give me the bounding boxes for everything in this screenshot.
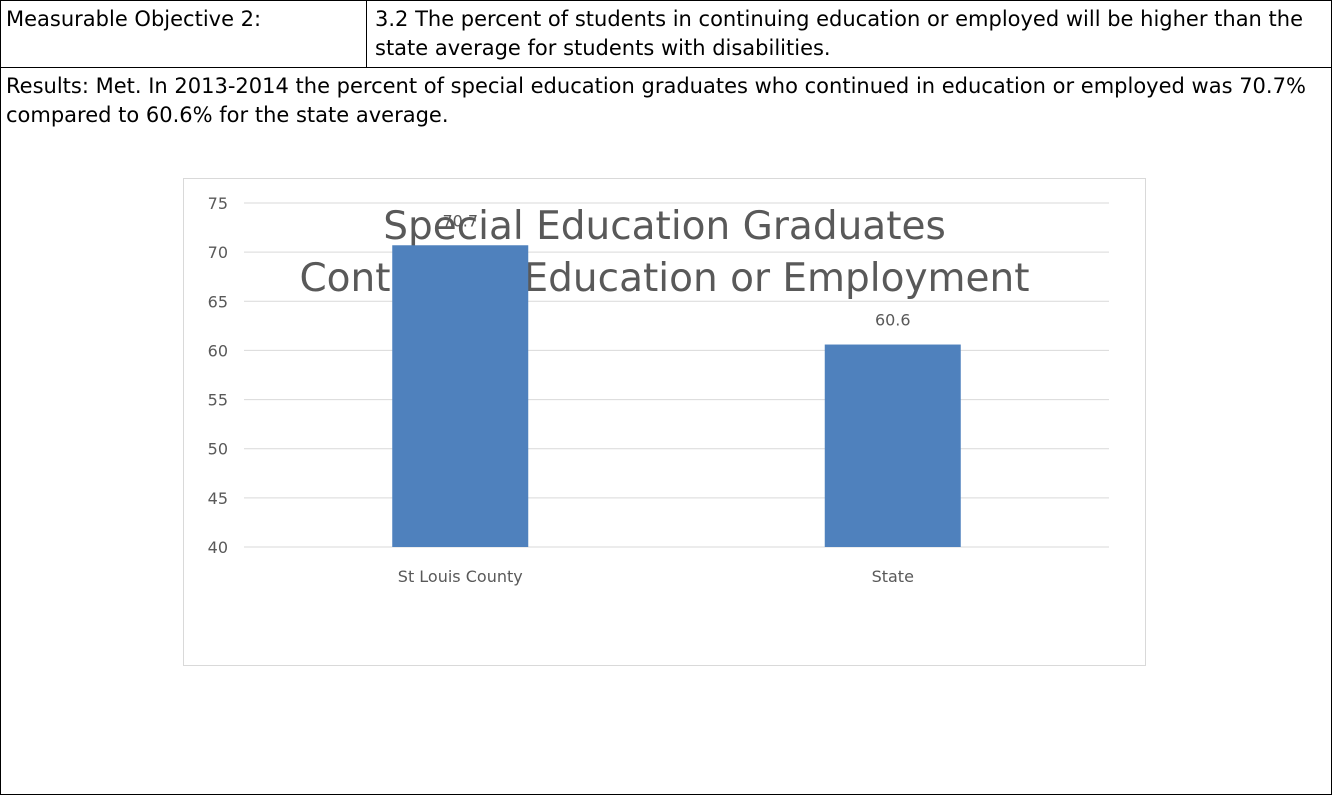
y-tick-label-65: 65 <box>208 292 228 311</box>
bar-1 <box>824 344 961 547</box>
y-tick-label-75: 75 <box>208 194 228 213</box>
results-text: Results: Met. In 2013-2014 the percent o… <box>6 74 1306 127</box>
y-tick-label-55: 55 <box>208 391 228 410</box>
y-tick-label-50: 50 <box>208 440 228 459</box>
chart-plot: 40 45 50 55 60 65 70 75 70.7 St Louis County 60.6 S… <box>208 194 1109 586</box>
data-label-0: 70.7 <box>442 211 478 230</box>
category-label-1: State <box>872 567 914 586</box>
chart-title-line1: Special Education Graduates <box>383 204 946 249</box>
y-tick-label-70: 70 <box>208 243 228 262</box>
data-label-1: 60.6 <box>875 311 911 330</box>
bar-chart: Special Education Graduates Continuing E… <box>183 178 1146 666</box>
objective-text: 3.2 The percent of students in continuin… <box>366 0 1332 68</box>
y-tick-label-60: 60 <box>208 341 228 360</box>
y-tick-label-45: 45 <box>208 489 228 508</box>
results-cell: Results: Met. In 2013-2014 the percent o… <box>0 67 1332 795</box>
category-label-0: St Louis County <box>398 567 523 586</box>
objective-label: Measurable Objective 2: <box>0 0 367 68</box>
bar-0 <box>392 245 529 547</box>
y-tick-label-40: 40 <box>208 538 228 557</box>
